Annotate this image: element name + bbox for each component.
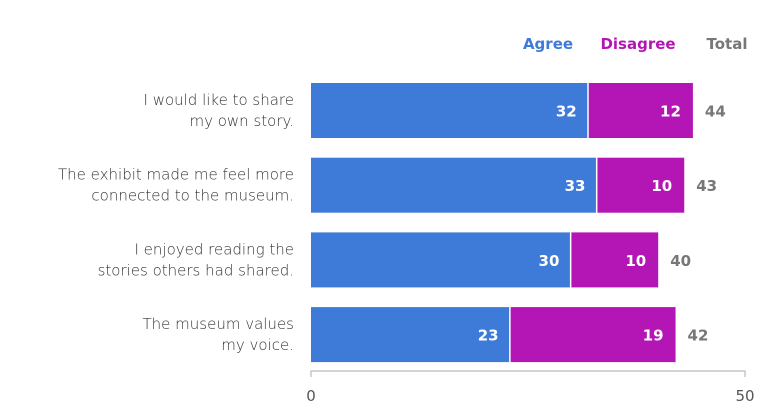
bar-agree — [311, 232, 570, 288]
bar-agree — [311, 157, 596, 213]
category-label: my own story. — [189, 112, 294, 130]
data-label-total: 43 — [696, 177, 717, 195]
bar-agree — [311, 307, 510, 363]
bar-disagree — [588, 83, 693, 138]
data-label-total: 40 — [670, 252, 691, 270]
category-label: The museum values — [142, 315, 294, 333]
data-label-total: 42 — [688, 327, 709, 345]
category-label: I would like to share — [144, 91, 295, 109]
data-label-disagree: 12 — [660, 103, 681, 121]
data-label-agree: 32 — [556, 103, 577, 121]
category-label: I enjoyed reading the — [134, 240, 294, 258]
x-tick-label: 0 — [306, 387, 316, 405]
data-label-agree: 33 — [565, 177, 586, 195]
data-label-agree: 30 — [539, 252, 560, 270]
data-label-disagree: 10 — [651, 177, 672, 195]
x-tick-label: 50 — [735, 387, 754, 405]
bar-disagree — [571, 232, 659, 288]
legend-disagree: Disagree — [600, 35, 675, 53]
legend-total: Total — [707, 35, 748, 53]
category-label: The exhibit made me feel more — [58, 166, 294, 184]
data-label-disagree: 10 — [625, 252, 646, 270]
data-label-agree: 23 — [478, 327, 499, 345]
category-label: connected to the museum. — [91, 187, 294, 205]
legend-agree: Agree — [523, 35, 573, 53]
x-axis-line — [310, 370, 746, 377]
bar-disagree — [597, 157, 685, 213]
data-label-total: 44 — [705, 103, 726, 121]
category-label: stories others had shared. — [98, 261, 294, 279]
data-label-disagree: 19 — [643, 327, 664, 345]
bar-agree — [311, 83, 588, 138]
category-label: my voice. — [221, 336, 294, 354]
bar-disagree — [510, 307, 676, 363]
